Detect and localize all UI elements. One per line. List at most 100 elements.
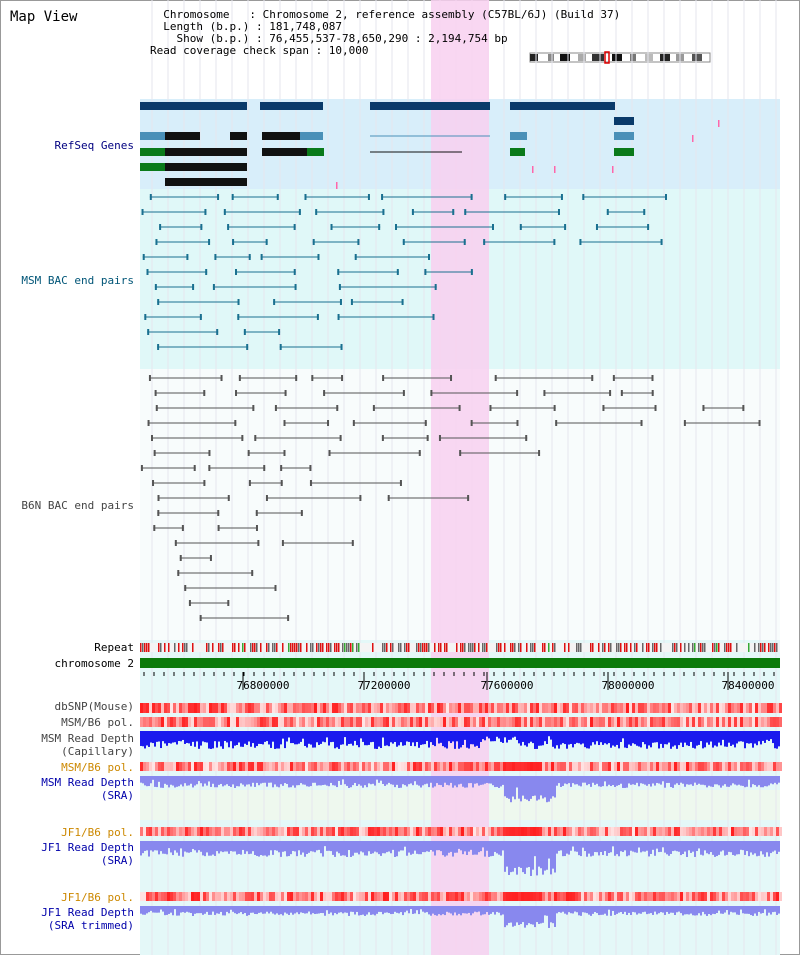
msm-pol-strip-2 <box>176 762 179 771</box>
gene-exon <box>260 102 323 110</box>
msm-bac-pair-end <box>339 299 342 305</box>
track-label-jf1-read-depth-sra[interactable]: JF1 Read Depth (SRA) <box>41 841 134 867</box>
msm-depth-capillary-bar <box>738 731 740 742</box>
msm-bac-pair-end <box>273 299 276 305</box>
track-label-jf1-b6-pol-2[interactable]: JF1/B6 pol. <box>61 891 134 904</box>
msm-depth-sra-bar <box>448 776 450 786</box>
track-label-b6n-bac[interactable]: B6N BAC end pairs <box>21 499 134 512</box>
track-label-dbsnp[interactable]: dbSNP(Mouse) <box>54 700 134 713</box>
jf1-depth-trimmed-bar <box>496 906 498 912</box>
msm-pol-strip-1 <box>482 717 485 727</box>
msm-depth-sra-bar <box>288 776 290 788</box>
msm-depth-sra-bar <box>200 776 202 784</box>
jf1-depth-trimmed-bar <box>414 906 416 914</box>
track-label-msm-b6-pol-2[interactable]: MSM/B6 pol. <box>61 761 134 774</box>
msm-pol-strip-1 <box>539 717 542 727</box>
msm-depth-capillary-bar <box>646 731 648 749</box>
msm-pol-strip-1 <box>506 717 509 727</box>
track-label-jf1-b6-pol-1[interactable]: JF1/B6 pol. <box>61 826 134 839</box>
track-label-msm-bac[interactable]: MSM BAC end pairs <box>21 274 134 287</box>
jf1-depth-trimmed-bar <box>372 906 374 915</box>
msm-depth-sra-bar <box>660 776 662 785</box>
track-label-repeat[interactable]: Repeat <box>94 641 134 654</box>
track-label-msm-read-depth-capillary[interactable]: MSM Read Depth (Capillary) <box>41 732 134 758</box>
jf1-depth-sra-bar <box>480 841 482 852</box>
jf1-pol-strip-1 <box>626 827 629 836</box>
b6n-bac-pair-end <box>328 450 331 456</box>
msm-depth-sra-bar <box>308 776 310 787</box>
msm-bac-pair-end <box>154 284 157 290</box>
repeat-mark <box>446 643 448 652</box>
dbsnp-strip <box>365 703 368 713</box>
jf1-depth-trimmed-bar <box>524 906 526 928</box>
jf1-pol-strip-2 <box>563 892 566 901</box>
msm-depth-sra-bar <box>542 776 544 799</box>
dbsnp-strip <box>548 703 551 713</box>
jf1-pol-strip-2 <box>272 892 275 901</box>
track-label-chromosome[interactable]: chromosome 2 <box>54 657 134 670</box>
repeat-mark <box>320 643 322 652</box>
jf1-pol-strip-1 <box>209 827 212 836</box>
msm-depth-capillary-bar <box>580 731 582 745</box>
repeat-mark <box>352 643 354 652</box>
msm-depth-sra-bar <box>544 776 546 798</box>
b6n-bac-pair-end <box>309 465 312 471</box>
repeat-mark <box>160 643 162 652</box>
jf1-depth-sra-bar <box>468 841 470 852</box>
ideogram-position-marker <box>604 51 610 64</box>
jf1-pol-strip-1 <box>335 827 338 836</box>
track-label-jf1-read-depth-trimmed[interactable]: JF1 Read Depth (SRA trimmed) <box>41 906 134 932</box>
b6n-bac-pair-end <box>591 375 594 381</box>
msm-pol-strip-1 <box>140 717 143 727</box>
dbsnp-strip <box>746 703 749 713</box>
msm-pol-strip-2 <box>257 762 260 771</box>
jf1-depth-trimmed-bar <box>710 906 712 916</box>
msm-depth-sra-bar <box>254 776 256 787</box>
b6n-bac-pair-end <box>255 525 258 531</box>
msm-depth-capillary-bar <box>326 731 328 738</box>
jf1-depth-sra-bar <box>542 841 544 875</box>
jf1-pol-strip-2 <box>647 892 650 901</box>
b6n-bac-pair-end <box>295 375 298 381</box>
jf1-pol-strip-2 <box>719 892 722 901</box>
jf1-depth-sra-bar <box>600 841 602 852</box>
msm-depth-capillary-bar <box>412 731 414 743</box>
msm-depth-sra-bar <box>180 776 182 785</box>
msm-pol-strip-1 <box>626 717 629 727</box>
msm-pol-strip-2 <box>266 762 269 771</box>
msm-depth-sra-bar <box>258 776 260 786</box>
jf1-depth-trimmed-bar <box>300 906 302 913</box>
track-label-msm-b6-pol-1[interactable]: MSM/B6 pol. <box>61 716 134 729</box>
jf1-depth-sra-bar <box>168 841 170 849</box>
msm-pol-strip-1 <box>350 717 353 727</box>
msm-depth-sra-bar <box>344 776 346 785</box>
dbsnp-strip <box>587 703 590 713</box>
jf1-depth-sra-bar <box>278 841 280 853</box>
msm-depth-sra-bar <box>546 776 548 803</box>
track-label-msm-read-depth-sra[interactable]: MSM Read Depth (SRA) <box>41 776 134 802</box>
msm-depth-sra-bar <box>412 776 414 786</box>
dbsnp-strip <box>761 703 764 713</box>
track-label-refseq[interactable]: RefSeq Genes <box>54 139 134 152</box>
jf1-pol-strip-2 <box>161 892 164 901</box>
msm-bac-pair-end <box>142 254 145 260</box>
msm-depth-capillary-bar <box>496 731 498 737</box>
msm-pol-strip-2 <box>254 762 257 771</box>
jf1-pol-strip-1 <box>437 827 440 836</box>
jf1-pol-strip-2 <box>176 892 179 901</box>
msm-pol-strip-2 <box>707 762 710 771</box>
jf1-pol-strip-2 <box>614 892 617 901</box>
msm-bac-pair-end <box>553 239 556 245</box>
msm-depth-sra-bar <box>146 776 148 787</box>
jf1-depth-sra-bar <box>488 841 490 857</box>
dbsnp-strip <box>503 703 506 713</box>
jf1-depth-sra-bar <box>342 841 344 856</box>
msm-pol-strip-1 <box>770 717 773 727</box>
jf1-pol-strip-2 <box>362 892 365 901</box>
jf1-depth-trimmed-bar <box>282 906 284 916</box>
repeat-mark <box>298 643 300 652</box>
msm-depth-sra-bar <box>472 776 474 788</box>
repeat-mark <box>342 643 344 652</box>
jf1-depth-sra-bar <box>732 841 734 855</box>
